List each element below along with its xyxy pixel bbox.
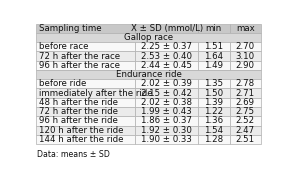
- Bar: [36, 42, 135, 51]
- Bar: [198, 98, 230, 107]
- Text: 72 h after the race: 72 h after the race: [39, 52, 120, 61]
- Text: 2.69: 2.69: [236, 98, 255, 107]
- Bar: [230, 89, 261, 98]
- Text: 1.51: 1.51: [204, 42, 223, 51]
- Text: 2.75: 2.75: [236, 107, 255, 116]
- Bar: [135, 107, 198, 116]
- Bar: [230, 107, 261, 116]
- Bar: [135, 135, 198, 144]
- Text: 1.22: 1.22: [204, 107, 223, 116]
- Text: Sampling time: Sampling time: [39, 24, 102, 33]
- Text: 2.02 ± 0.38: 2.02 ± 0.38: [141, 98, 192, 107]
- Text: 2.90: 2.90: [236, 61, 255, 70]
- Bar: [36, 89, 135, 98]
- Bar: [198, 135, 230, 144]
- Bar: [36, 116, 135, 126]
- Text: 1.35: 1.35: [204, 79, 223, 88]
- Bar: [36, 107, 135, 116]
- Text: Gallop race: Gallop race: [124, 33, 173, 42]
- Text: before race: before race: [39, 42, 88, 51]
- Text: 2.15 ± 0.42: 2.15 ± 0.42: [141, 89, 192, 98]
- Bar: [198, 51, 230, 61]
- Text: 2.71: 2.71: [236, 89, 255, 98]
- Text: 2.25 ± 0.37: 2.25 ± 0.37: [141, 42, 192, 51]
- Bar: [36, 79, 135, 89]
- Text: 2.52: 2.52: [236, 116, 255, 125]
- Bar: [36, 23, 135, 33]
- Bar: [36, 51, 135, 61]
- Text: 1.49: 1.49: [204, 61, 223, 70]
- Text: 96 h after the race: 96 h after the race: [39, 61, 120, 70]
- Text: 120 h after the ride: 120 h after the ride: [39, 126, 124, 135]
- Text: 2.51: 2.51: [236, 135, 255, 144]
- Text: 96 h after the ride: 96 h after the ride: [39, 116, 118, 125]
- Bar: [36, 135, 135, 144]
- Text: Endurance ride: Endurance ride: [116, 70, 182, 79]
- Bar: [198, 116, 230, 126]
- Text: 72 h after the ride: 72 h after the ride: [39, 107, 118, 116]
- Text: 1.28: 1.28: [204, 135, 223, 144]
- Bar: [135, 98, 198, 107]
- Bar: [198, 61, 230, 70]
- Text: 2.44 ± 0.45: 2.44 ± 0.45: [141, 61, 192, 70]
- Text: 1.99 ± 0.43: 1.99 ± 0.43: [141, 107, 192, 116]
- Text: 3.10: 3.10: [236, 52, 255, 61]
- Text: X ± SD (mmol/L): X ± SD (mmol/L): [130, 24, 203, 33]
- Text: 2.47: 2.47: [236, 126, 255, 135]
- Bar: [135, 61, 198, 70]
- Bar: [36, 61, 135, 70]
- Bar: [36, 98, 135, 107]
- Text: 144 h after the ride: 144 h after the ride: [39, 135, 124, 144]
- Text: 1.86 ± 0.37: 1.86 ± 0.37: [141, 116, 192, 125]
- Text: Data: means ± SD: Data: means ± SD: [37, 149, 110, 159]
- Bar: [230, 126, 261, 135]
- Bar: [135, 126, 198, 135]
- Text: before ride: before ride: [39, 79, 86, 88]
- Text: 2.02 ± 0.39: 2.02 ± 0.39: [141, 79, 192, 88]
- Bar: [135, 116, 198, 126]
- Text: 2.53 ± 0.40: 2.53 ± 0.40: [141, 52, 192, 61]
- Text: 1.39: 1.39: [204, 98, 223, 107]
- Text: immediately after the ride: immediately after the ride: [39, 89, 153, 98]
- Text: 1.92 ± 0.30: 1.92 ± 0.30: [141, 126, 192, 135]
- Text: 1.36: 1.36: [204, 116, 223, 125]
- Text: min: min: [206, 24, 222, 33]
- Bar: [230, 98, 261, 107]
- Bar: [198, 23, 230, 33]
- Bar: [198, 89, 230, 98]
- Bar: [198, 126, 230, 135]
- Bar: [135, 51, 198, 61]
- Text: 2.78: 2.78: [236, 79, 255, 88]
- Text: 2.70: 2.70: [236, 42, 255, 51]
- Bar: [230, 51, 261, 61]
- Bar: [36, 33, 261, 42]
- Text: 1.64: 1.64: [204, 52, 223, 61]
- Bar: [230, 61, 261, 70]
- Bar: [198, 42, 230, 51]
- Text: max: max: [236, 24, 255, 33]
- Bar: [230, 135, 261, 144]
- Bar: [198, 79, 230, 89]
- Bar: [230, 42, 261, 51]
- Bar: [135, 89, 198, 98]
- Text: 1.54: 1.54: [204, 126, 223, 135]
- Text: 48 h after the ride: 48 h after the ride: [39, 98, 118, 107]
- Bar: [135, 79, 198, 89]
- Bar: [230, 23, 261, 33]
- Text: 1.50: 1.50: [204, 89, 223, 98]
- Bar: [36, 126, 135, 135]
- Bar: [198, 107, 230, 116]
- Bar: [135, 42, 198, 51]
- Bar: [36, 70, 261, 79]
- Bar: [135, 23, 198, 33]
- Bar: [230, 79, 261, 89]
- Text: 1.90 ± 0.33: 1.90 ± 0.33: [141, 135, 192, 144]
- Bar: [230, 116, 261, 126]
